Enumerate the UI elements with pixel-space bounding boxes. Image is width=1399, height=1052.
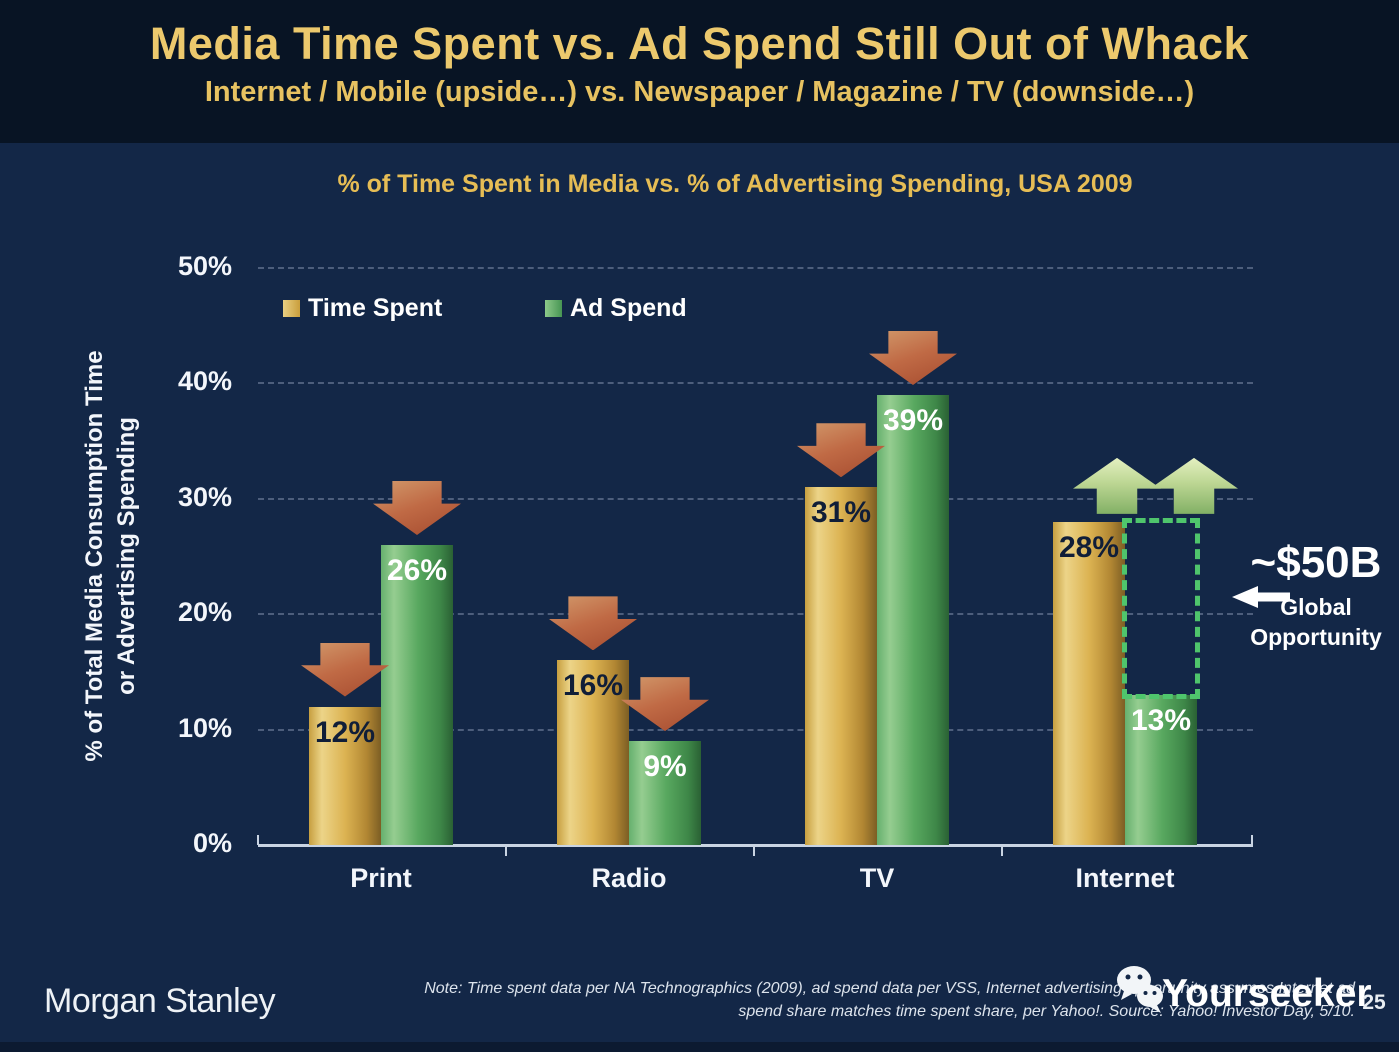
x-axis-tick-1: [753, 846, 755, 856]
trend-down-arrow-icon-print-0: [301, 642, 389, 697]
opportunity-dashed-box: [1122, 517, 1200, 699]
bar-value-label-time-spent-radio: 16%: [562, 669, 624, 703]
x-axis-tick-2: [1001, 846, 1003, 856]
legend-label-ad-spend: Ad Spend: [570, 294, 687, 322]
bar-ad-spend-print: [381, 544, 453, 845]
source-note-line2: spend share matches time spent share, pe…: [738, 1003, 1355, 1021]
slide-bottom-edge: [0, 1042, 1399, 1052]
trend-down-arrow-icon-tv-1: [869, 330, 957, 385]
slide-title: Media Time Spent vs. Ad Spend Still Out …: [149, 18, 1250, 69]
x-category-label-print: Print: [350, 863, 412, 893]
bar-value-label-time-spent-internet: 28%: [1058, 530, 1120, 564]
morgan-stanley-logo: Morgan Stanley: [44, 982, 276, 1020]
gridline-10: [258, 728, 1253, 731]
bar-ad-spend-radio: [629, 741, 701, 845]
trend-up-arrow-icon-internet-0: [1073, 457, 1161, 514]
trend-down-arrow-icon-tv-0: [797, 423, 885, 478]
y-tick-label-0: 0%: [192, 828, 232, 858]
legend-item-ad-spend: Ad Spend: [545, 294, 687, 323]
chart-title: % of Time Spent in Media vs. % of Advert…: [337, 170, 1133, 198]
trend-up-arrow-icon-internet-1: [1150, 457, 1238, 514]
bar-ad-spend-tv: [877, 394, 949, 845]
y-tick-label-50: 50%: [177, 251, 232, 281]
trend-down-arrow-icon-print-1: [373, 480, 461, 535]
header-band: Media Time Spent vs. Ad Spend Still Out …: [0, 0, 1399, 143]
bar-value-label-ad-spend-radio: 9%: [643, 750, 687, 784]
x-axis-tick-0: [505, 846, 507, 856]
y-tick-label-10: 10%: [177, 712, 232, 743]
gridline-40: [258, 382, 1253, 385]
bar-time-spent-print: [309, 706, 381, 845]
legend-swatch-ad-spend: [545, 300, 562, 317]
y-tick-label-30: 30%: [177, 481, 232, 512]
y-axis-title: % of Total Media Consumption Time or Adv…: [79, 256, 145, 856]
opportunity-pointer-arrow-icon: [1232, 583, 1290, 616]
opportunity-value-label: ~$50B: [1250, 538, 1382, 587]
x-axis-line: [258, 844, 1253, 847]
trend-down-arrow-icon-radio-0: [549, 596, 637, 651]
x-category-label-internet: Internet: [1075, 863, 1175, 893]
x-axis-end-tick-left: [257, 835, 259, 845]
y-axis-title-line2: or Advertising Spending: [112, 417, 140, 695]
y-tick-label-20: 20%: [177, 597, 232, 628]
bar-value-label-ad-spend-print: 26%: [386, 553, 448, 587]
bar-time-spent-tv: [805, 487, 877, 845]
legend-swatch-time-spent: [283, 300, 300, 317]
gridline-20: [258, 613, 1253, 616]
bar-value-label-time-spent-print: 12%: [314, 715, 376, 749]
slide-subtitle: Internet / Mobile (upside…) vs. Newspape…: [204, 76, 1195, 108]
gridline-30: [258, 497, 1253, 500]
bar-value-label-ad-spend-internet: 13%: [1130, 703, 1192, 737]
bar-value-label-time-spent-tv: 31%: [810, 496, 872, 530]
legend-label-time-spent: Time Spent: [308, 294, 443, 322]
opportunity-sublabel-line2: Opportunity: [1250, 624, 1382, 650]
x-axis-end-tick-right: [1251, 835, 1253, 845]
bar-time-spent-radio: [557, 660, 629, 845]
y-axis-title-line1: % of Total Media Consumption Time: [81, 350, 108, 762]
page-number: 25: [1362, 991, 1386, 1014]
opportunity-sublabel-line1: Global: [1280, 594, 1352, 620]
bar-time-spent-internet: [1053, 521, 1125, 845]
watermark-label: Yourseeker: [1162, 972, 1372, 1015]
y-tick-label-40: 40%: [177, 366, 232, 397]
bar-ad-spend-internet: [1125, 694, 1197, 845]
trend-down-arrow-icon-radio-1: [621, 677, 709, 732]
legend-item-time-spent: Time Spent: [283, 294, 442, 323]
bar-value-label-ad-spend-tv: 39%: [882, 403, 944, 437]
x-category-label-radio: Radio: [591, 863, 667, 893]
x-category-label-tv: TV: [859, 863, 895, 893]
gridline-50: [258, 267, 1253, 269]
wechat-icon: [1114, 964, 1166, 1019]
